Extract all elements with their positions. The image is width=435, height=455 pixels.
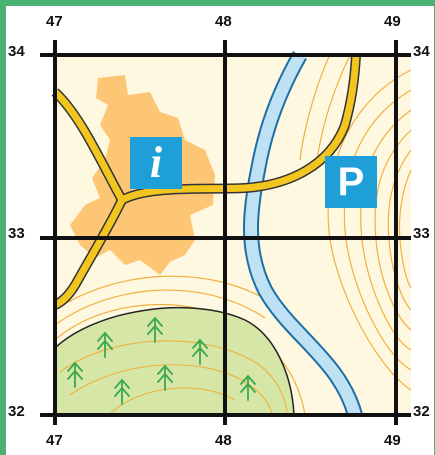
tree-icon — [67, 361, 83, 388]
grid-label-left-32: 32 — [8, 403, 25, 420]
grid-label-right-32: 32 — [413, 403, 430, 420]
tree-icon — [192, 338, 208, 365]
information-icon: i — [130, 137, 182, 189]
grid-label-left-34: 34 — [8, 43, 25, 60]
grid-label-top-48: 48 — [215, 13, 232, 30]
parking-icon-glyph: P — [337, 160, 365, 204]
grid-label-top-49: 49 — [384, 13, 401, 30]
roads — [52, 54, 360, 309]
tree-icon — [147, 316, 163, 343]
river-water — [245, 52, 361, 417]
information-icon-glyph: i — [149, 138, 163, 187]
tree-symbols — [67, 316, 256, 405]
tree-icon — [240, 374, 256, 401]
grid-label-bottom-49: 49 — [384, 432, 401, 449]
grid-lines — [40, 40, 411, 425]
grid-label-left-33: 33 — [8, 225, 25, 242]
grid-label-right-34: 34 — [413, 43, 430, 60]
grid-label-bottom-48: 48 — [215, 432, 232, 449]
tree-icon — [157, 364, 173, 391]
grid-label-right-33: 33 — [413, 225, 430, 242]
tree-icon — [97, 331, 113, 358]
grid-label-top-47: 47 — [46, 13, 63, 30]
tree-icon — [114, 378, 130, 405]
parking-icon: P — [325, 156, 377, 208]
grid-label-bottom-47: 47 — [46, 432, 63, 449]
